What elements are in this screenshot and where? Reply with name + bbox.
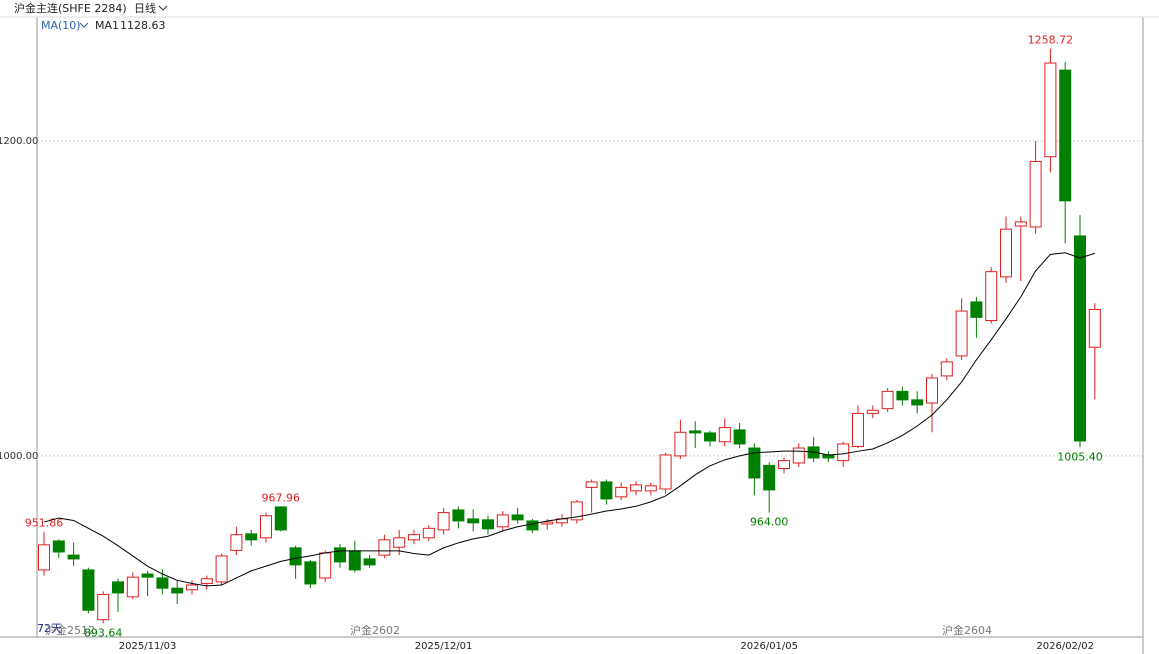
candle-body (1059, 69, 1072, 202)
candle-body (955, 310, 968, 357)
candle-body (630, 484, 642, 492)
candle-body (704, 432, 716, 442)
candle-body (482, 519, 494, 530)
contract-label: 沪金2512 (45, 623, 95, 637)
ma-chevron[interactable] (79, 22, 89, 28)
candle-body (792, 447, 805, 464)
candle-body (837, 443, 850, 462)
candle-body (437, 512, 450, 531)
ma-name: MA1 (95, 19, 119, 32)
high-label: 951.86 (25, 517, 64, 530)
candle-body (245, 533, 258, 541)
high-label: 1258.72 (1028, 34, 1074, 47)
contract-label: 沪金2602 (350, 623, 400, 637)
candle-body (200, 578, 213, 584)
candle-body (126, 576, 139, 598)
candle-body (156, 577, 169, 589)
candle-body (319, 552, 332, 579)
candle-body (763, 464, 776, 491)
candle-body (526, 520, 539, 531)
candle-body (541, 521, 554, 525)
candle-body (260, 515, 272, 539)
candle-body (1029, 160, 1042, 228)
low-label: 893.64 (84, 626, 123, 639)
candle-body (52, 540, 65, 553)
contract-label: 沪金2604 (942, 623, 992, 637)
ma-line (43, 252, 1095, 587)
candle-body (659, 454, 672, 490)
candle-body (186, 584, 198, 591)
candle-body (1044, 62, 1057, 158)
ma-last-value: 1128.63 (120, 19, 166, 32)
candle-body (778, 460, 790, 470)
ma-selector[interactable]: MA(10) (41, 19, 81, 32)
candle-body (718, 427, 731, 443)
candle-body (1074, 235, 1086, 442)
candle-body (644, 485, 657, 492)
x-tick-label: 2026/01/05 (740, 641, 798, 652)
period-chevron[interactable] (158, 5, 168, 11)
candle-body (496, 514, 509, 528)
candle-body (378, 539, 391, 556)
y-tick-label: 1200.00 (0, 136, 38, 147)
candle-body (926, 377, 938, 404)
candle-body (911, 399, 924, 406)
high-label: 967.96 (262, 491, 301, 504)
candle-body (408, 534, 420, 541)
candle-body (881, 390, 894, 410)
candle-body (348, 550, 361, 571)
candle-body (304, 561, 317, 585)
candle-body (985, 271, 998, 321)
candle-body (748, 447, 761, 479)
candle-body (852, 412, 864, 447)
candle-body (422, 527, 435, 539)
candle-body (674, 431, 687, 457)
candle-body (467, 518, 480, 524)
candle-body (570, 501, 583, 521)
candle-body (615, 486, 628, 498)
low-label: 1005.40 (1057, 450, 1103, 463)
candle-body (970, 301, 983, 318)
candle-body (866, 409, 879, 414)
x-tick-label: 2025/11/03 (119, 641, 177, 652)
period-selector[interactable]: 日线 (134, 1, 156, 15)
candle-body (452, 509, 465, 522)
candle-body (141, 573, 154, 578)
candle-body (171, 587, 184, 594)
candle-body (112, 581, 124, 594)
candle-body (600, 481, 613, 500)
candle-body (230, 534, 243, 551)
candle-body (585, 481, 598, 488)
low-label: 964.00 (750, 516, 789, 529)
candle-body (393, 537, 406, 548)
candle-body (689, 430, 702, 434)
y-tick-label: 1000.00 (0, 451, 38, 462)
candle-body (896, 390, 909, 401)
candle-body (733, 429, 746, 445)
bar-count: 72天 (37, 622, 62, 635)
candle-body (67, 554, 80, 560)
candle-body (82, 569, 95, 611)
candle-body (274, 506, 287, 531)
candle-body (334, 547, 346, 563)
candle-body (940, 361, 953, 377)
candle-body (97, 593, 110, 621)
candle-body (363, 558, 376, 566)
candle-body (1014, 221, 1027, 227)
candle-body (511, 514, 524, 521)
candle-body (215, 555, 228, 583)
candle-body (1000, 228, 1012, 278)
candle-body (1088, 308, 1101, 348)
candle-body (289, 547, 302, 566)
candle-body (38, 544, 50, 571)
x-tick-label: 2026/02/02 (1036, 641, 1094, 652)
chart-title: 沪金主连(SHFE 2284) (14, 1, 127, 15)
x-tick-label: 2025/12/01 (415, 641, 473, 652)
